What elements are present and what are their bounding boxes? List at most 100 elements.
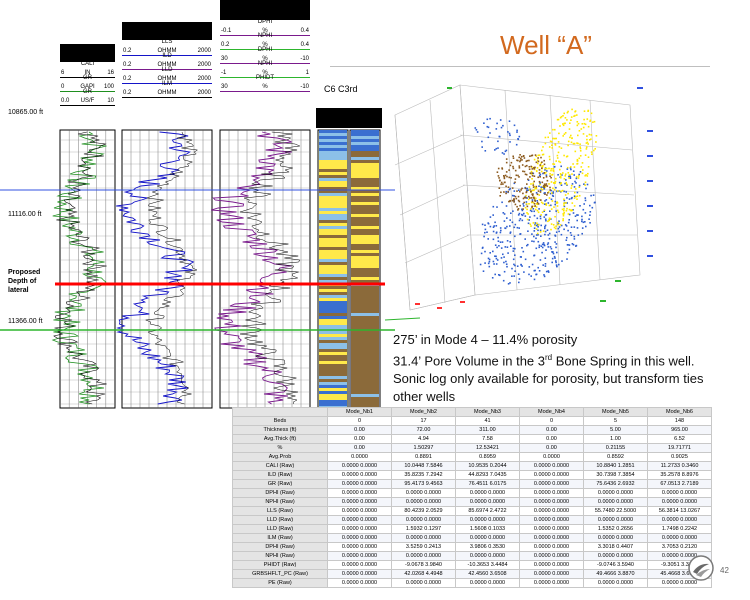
crossplot-point [562,115,564,117]
facies-band [319,343,347,346]
crossplot-point [588,218,590,220]
crossplot-point [491,277,494,279]
table-cell: 0.0000 0.0000 [455,488,520,498]
crossplot-point [550,169,552,172]
crossplot-point [522,205,525,207]
crossplot-point [484,250,486,253]
table-cell: 0.00 [327,425,392,435]
crossplot-point [586,118,589,120]
facies-band [351,310,379,313]
crossplot-point [573,235,576,238]
crossplot-point [542,177,545,179]
facies-band [319,175,347,178]
table-cell: 0 [519,416,584,426]
table-cell: 0.0000 0.0000 [327,488,392,498]
crossplot-point [585,174,587,176]
crossplot-point [583,183,585,185]
crossplot-point [486,231,488,233]
facies-band [319,382,347,385]
crossplot-point [565,155,568,158]
crossplot-point [556,251,558,254]
crossplot-point [516,265,519,267]
crossplot-point [589,119,592,122]
crossplot-point [526,212,528,214]
crossplot-point [564,117,567,119]
crossplot-point [544,167,546,170]
crossplot-point [570,187,573,189]
crossplot-point [562,172,564,174]
facies-band [319,154,347,157]
facies-band [319,244,347,247]
table-cell: 44.8293 7.0435 [455,470,520,480]
track-header-row: ILD 0.2 OHMM 2000 [122,53,212,70]
table-cell: -9.0746 3.5940 [583,560,648,570]
facies-band [319,373,347,376]
track-scale-min: 0 [61,84,65,90]
track-scale-min: 30 [221,84,228,90]
crossplot-point [504,174,507,177]
crossplot-point [502,124,504,127]
crossplot-point [489,216,492,218]
crossplot-point [584,197,587,199]
crossplot-point [494,244,497,246]
crossplot-point [521,159,523,161]
crossplot-point [540,156,542,159]
table-header-cell: Mode_Nb1 [327,407,392,417]
crossplot-point [495,257,498,260]
crossplot-point [537,240,540,243]
crossplot-point [531,205,533,208]
crossplot-point [582,221,585,224]
page-number: 42 [720,566,729,575]
crossplot-point [568,128,571,130]
facies-band [319,361,347,364]
crossplot-point [540,187,543,190]
crossplot-point [538,246,540,249]
crossplot-point [574,191,576,194]
crossplot-point [554,241,556,243]
facies-band [351,304,379,307]
crossplot-point [585,148,588,150]
facies-band [319,325,347,328]
crossplot-point [544,224,547,227]
crossplot-point [495,263,498,265]
facies-band [351,382,379,385]
crossplot-point [476,131,479,133]
track-scale-unit: OHMM [157,90,177,96]
facies-band [351,205,379,208]
track-scale-unit: OHMM [157,76,177,82]
crossplot-point [516,131,518,133]
crossplot-point [588,133,591,136]
facies-band [319,151,347,154]
crossplot-point [562,135,564,137]
table-cell: 0.0000 0.0000 [455,515,520,525]
crossplot-point [563,190,565,193]
crossplot-point [514,181,516,184]
crossplot-point [521,214,524,217]
facies-band [351,316,379,319]
crossplot-point [544,263,547,265]
crossplot-point [512,194,514,197]
facies-band [351,169,379,172]
track-scale-max: 2000 [197,62,211,68]
crossplot-point [510,177,512,179]
crossplot-point [525,201,528,203]
crossplot-point [505,192,507,195]
facies-band [319,295,347,298]
crossplot-point [567,192,569,195]
crossplot-point [568,248,571,251]
crossplot-point [537,229,539,232]
crossplot-point [527,213,529,215]
table-cell: 0.0000 0.0000 [327,542,392,552]
crossplot-point [536,234,538,236]
table-cell: 0.0000 0.0000 [583,488,648,498]
track-header-row: CALI 6 IN 16 [60,61,115,78]
table-row-label: NPHI (Raw) [232,497,328,507]
crossplot-point [594,148,596,150]
crossplot-point [506,225,508,228]
crossplot-point [554,215,556,218]
facies-band [319,145,347,148]
table-cell: 0.0000 0.0000 [519,533,584,543]
crossplot-point [536,201,539,204]
crossplot-point [554,143,556,145]
crossplot-point [548,155,551,158]
